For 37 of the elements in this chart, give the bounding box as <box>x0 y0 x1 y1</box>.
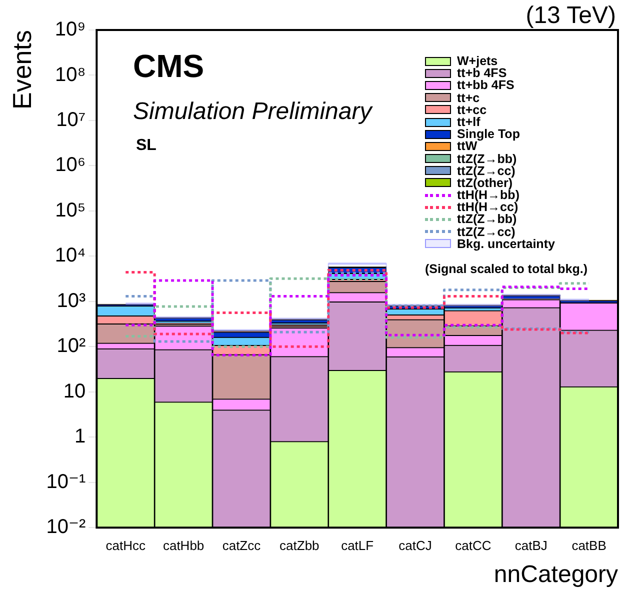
legend-label: tt+cc <box>457 102 487 117</box>
y-tick-label: 10⁻² <box>46 516 86 538</box>
y-tick-label: 10⁷ <box>56 108 86 131</box>
x-tick-label: catZbb <box>280 538 320 553</box>
legend-label: tt+c <box>457 90 480 105</box>
y-tick-label: 10² <box>56 335 86 358</box>
y-tick-label: 10⁸ <box>54 64 86 86</box>
legend-label: Single Top <box>457 127 520 142</box>
y-tick-label: 10³ <box>56 290 86 312</box>
annotation: SL <box>136 137 156 155</box>
y-tick-label: 10⁴ <box>54 244 86 267</box>
x-tick-label: catCC <box>455 538 492 553</box>
y-tick-label: 10⁹ <box>54 18 86 41</box>
x-tick-label: catCJ <box>398 538 432 553</box>
x-tick-label: catHcc <box>106 538 146 553</box>
legend-label: W+jets <box>457 54 498 68</box>
y-tick-label: 1 <box>74 426 86 448</box>
y-axis-title: Events <box>6 30 37 110</box>
y-tick-label: 10 <box>63 380 86 402</box>
x-tick-label: catHbb <box>162 538 204 553</box>
legend-label: tt+bb 4FS <box>457 78 514 92</box>
y-tick-label: 10⁶ <box>55 154 86 176</box>
legend-label: ttW <box>457 139 478 154</box>
text: (13 TeV) <box>526 2 616 30</box>
legend-label: ttZ(Z→cc) <box>457 224 516 239</box>
text: Simulation Preliminary <box>133 98 372 126</box>
text: CMS <box>133 48 204 85</box>
x-tick-label: catZcc <box>222 538 262 553</box>
legend-label: tt+lf <box>457 114 480 129</box>
y-tick-label: 10⁵ <box>55 199 86 222</box>
legend-label: ttZ(Z→bb) <box>457 152 517 166</box>
x-tick-label: catBB <box>572 538 606 553</box>
x-tick-label: catBJ <box>514 538 548 553</box>
annotation: (Signal scaled to total bkg.) <box>425 262 588 276</box>
x-tick-label: catLF <box>341 538 374 553</box>
y-tick-label: 10⁻¹ <box>46 470 86 493</box>
x-axis-title: nnCategory <box>494 561 618 588</box>
